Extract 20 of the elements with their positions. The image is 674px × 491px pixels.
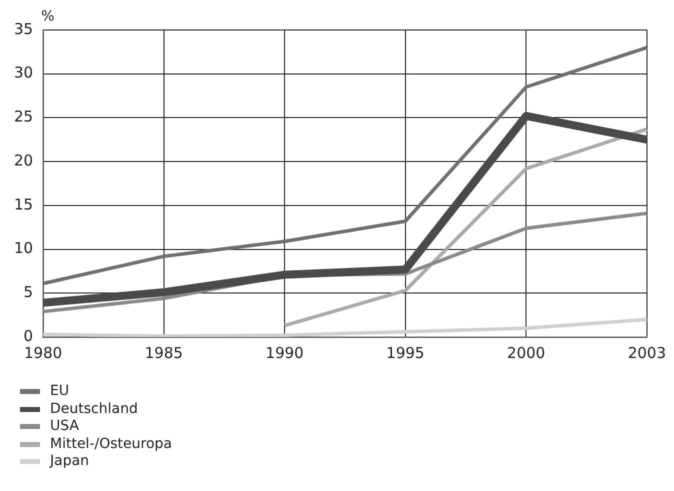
y-tick-label: 30: [14, 64, 34, 82]
y-tick-label: 20: [14, 151, 34, 170]
x-tick-label: 2000: [507, 344, 546, 362]
legend-label: EU: [50, 383, 70, 400]
x-tick-label: 1980: [24, 344, 62, 362]
y-tick-label: 5: [24, 283, 34, 302]
y-tick-label: 25: [14, 108, 34, 126]
legend-label: Deutschland: [50, 400, 138, 418]
y-tick-label: 15: [14, 195, 34, 214]
legend-label: Japan: [50, 453, 90, 470]
y-axis-title: %: [41, 8, 54, 25]
y-tick-label: 10: [14, 239, 34, 258]
legend-label: USA: [50, 418, 79, 436]
x-tick-label: 1995: [386, 344, 424, 362]
legend-label: Mittel-/Osteuropa: [50, 436, 172, 453]
y-tick-label: 35: [14, 20, 34, 38]
x-tick-label: 1985: [144, 344, 183, 362]
y-tick-label: 0: [24, 326, 34, 345]
x-tick-label: 2003: [628, 344, 666, 362]
x-tick-label: 1990: [266, 344, 304, 362]
